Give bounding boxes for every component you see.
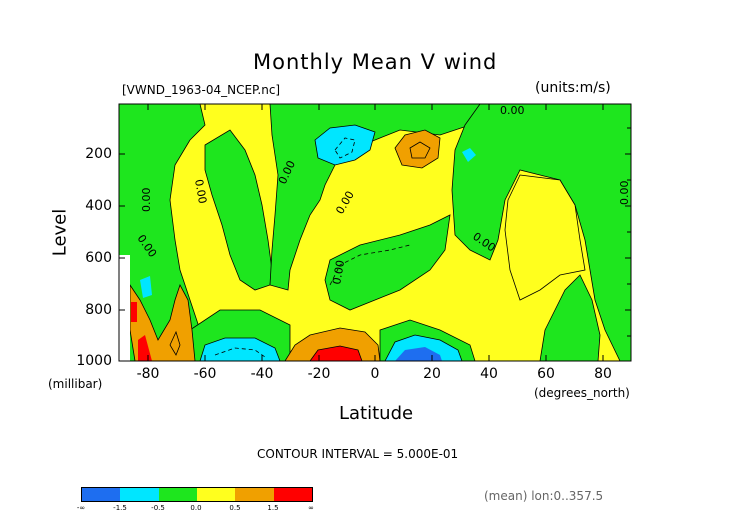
colorbar-tick-label: 1.5 xyxy=(267,504,279,512)
field-green-bottom3 xyxy=(539,274,601,361)
colorbar-bin xyxy=(196,488,236,501)
y-tick-label: 600 xyxy=(85,250,112,266)
x-tick-label: -40 xyxy=(250,366,274,382)
file-label: [VWND_1963-04_NCEP.nc] xyxy=(122,83,281,97)
field-cyan-small xyxy=(462,148,476,162)
x-tick-label: -60 xyxy=(193,366,217,382)
colorbar-bin xyxy=(82,488,121,501)
contour-label: 0.00 xyxy=(140,188,153,213)
x-units-label: (degrees_north) xyxy=(534,386,630,400)
field-orange-top xyxy=(394,129,441,169)
y-tick-label: 800 xyxy=(85,302,112,318)
field-cyan-bottom1 xyxy=(199,337,281,361)
field-cyan-left xyxy=(140,276,152,298)
field-green-right xyxy=(451,104,631,361)
x-tick-label: -20 xyxy=(307,366,331,382)
tick-marks xyxy=(119,104,631,361)
y-tick-label: 200 xyxy=(85,146,112,162)
field-green-left xyxy=(119,104,211,361)
y-units-label: (millibar) xyxy=(48,377,103,391)
x-tick-label: 60 xyxy=(537,366,555,382)
contour-interval-text: CONTOUR INTERVAL = 5.000E-01 xyxy=(257,447,459,461)
field-cyan-top xyxy=(314,124,376,166)
colorbar-tick-label: -0.5 xyxy=(151,504,165,512)
colorbar-bin xyxy=(120,488,159,501)
contour-solid-1 xyxy=(409,141,431,159)
field-red-left xyxy=(138,335,152,361)
colorbar-tick-label: ∞ xyxy=(308,504,314,512)
footer-note: (mean) lon:0..357.5 xyxy=(484,489,604,503)
colorbar-tick-label: 0.0 xyxy=(190,504,202,512)
colorbar-bin xyxy=(158,488,197,501)
x-tick-label: 20 xyxy=(423,366,441,382)
chart-title: Monthly Mean V wind xyxy=(253,50,498,74)
y-tick-label: 1000 xyxy=(76,353,112,369)
units-label: (units:m/s) xyxy=(535,80,611,96)
colorbar-bin xyxy=(235,488,274,501)
field-yellow-right-inner xyxy=(504,174,586,301)
colorbar-tick-label: -∞ xyxy=(76,504,86,512)
contour-label: 0.00 xyxy=(330,259,347,285)
x-tick-label: 80 xyxy=(594,366,612,382)
y-tick-label: 400 xyxy=(85,198,112,214)
field-red-bottom-center xyxy=(309,345,363,361)
x-tick-label: 0 xyxy=(370,366,380,382)
contour-label: 0.00 xyxy=(500,104,525,117)
colorbar xyxy=(81,487,313,502)
field-missing xyxy=(119,255,130,361)
field-blue-bottom2 xyxy=(395,347,442,361)
x-axis-label: Latitude xyxy=(339,403,414,424)
colorbar-tick-label: -1.5 xyxy=(113,504,127,512)
contour-label: 0.00 xyxy=(192,178,209,204)
y-axis-label: Level xyxy=(49,208,71,257)
x-tick-label: -80 xyxy=(136,366,160,382)
x-tick-label: 40 xyxy=(480,366,498,382)
contour-dashed-3 xyxy=(329,244,411,286)
colorbar-tick-label: 0.5 xyxy=(229,504,241,512)
field-green-center xyxy=(324,214,451,311)
contour-dashed-2 xyxy=(214,347,266,358)
field-red-left2 xyxy=(131,302,137,322)
contour-solid-2 xyxy=(169,330,181,356)
colorbar-bin xyxy=(273,488,312,501)
contour-label: 0.00 xyxy=(618,181,631,206)
